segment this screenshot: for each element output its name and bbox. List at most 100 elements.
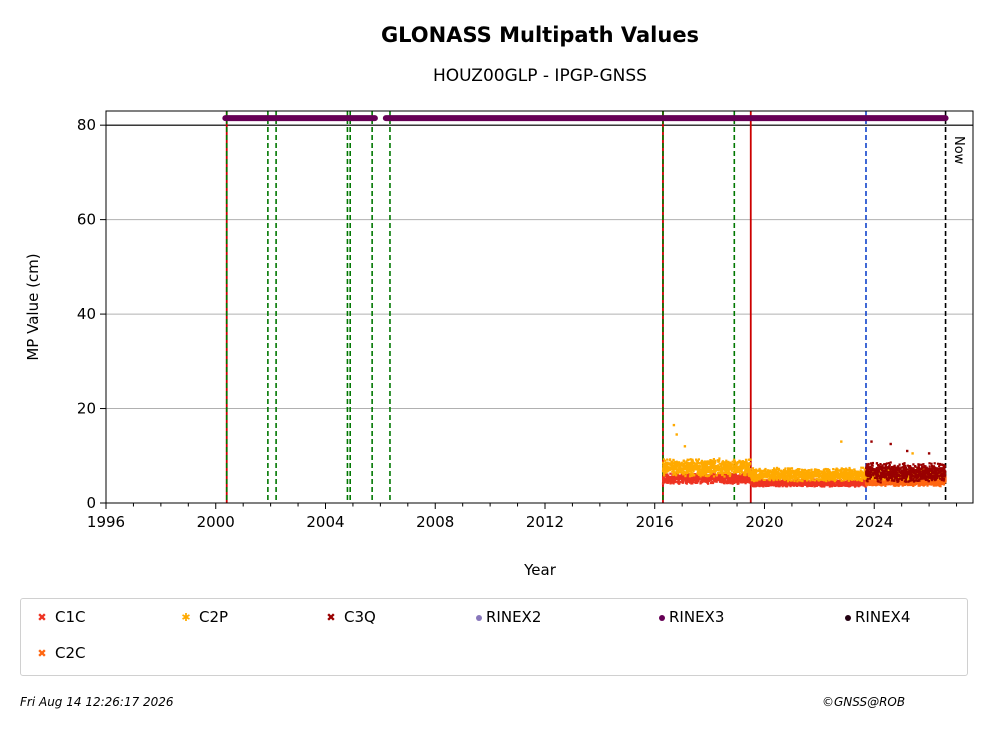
- point-c1c: [731, 480, 734, 484]
- point-c1c: [781, 485, 784, 488]
- point-c2p: [806, 479, 809, 482]
- point-c1c: [819, 485, 822, 488]
- point-c1c: [706, 478, 709, 481]
- point-c2p: [669, 464, 672, 467]
- point-c2c: [873, 478, 876, 481]
- point-c1c: [762, 484, 765, 487]
- point-c1c: [738, 474, 741, 477]
- point-c2p: [728, 465, 731, 468]
- point-c2p: [744, 472, 747, 475]
- point-c2p: [709, 466, 712, 469]
- point-c1c: [812, 483, 815, 487]
- point-c1c: [839, 484, 842, 487]
- chart-figure: GLONASS Multipath Values HOUZ00GLP - IPG…: [24, 23, 974, 579]
- point-c1c: [715, 478, 718, 481]
- point-c2c: [932, 484, 935, 487]
- point-c2p: [687, 463, 690, 466]
- point-c2p: [732, 465, 735, 468]
- point-c2p: [690, 465, 693, 468]
- point-c2c: [872, 480, 875, 483]
- point-c2p: [708, 462, 712, 465]
- point-c2c: [938, 481, 941, 484]
- point-c2p: [755, 479, 759, 482]
- point-c1c: [743, 481, 746, 484]
- point-c2p: [675, 467, 678, 470]
- point-c1c: [859, 480, 862, 484]
- point-c1c: [821, 482, 824, 485]
- point-c2p: [704, 470, 707, 473]
- point-c1c: [713, 477, 716, 481]
- point-c2p: [677, 469, 680, 472]
- point-c2p: [848, 474, 851, 477]
- point-c1c: [696, 474, 699, 477]
- point-c2p: [699, 468, 702, 471]
- point-c1c: [673, 477, 676, 480]
- point-c1c: [823, 480, 826, 483]
- point-c2p: [666, 468, 669, 472]
- point-c2p: [694, 466, 697, 469]
- point-c2p: [732, 471, 735, 474]
- point-c2p: [695, 463, 698, 466]
- point-c2p: [842, 479, 845, 482]
- point-c1c: [669, 472, 672, 475]
- point-c1c: [823, 484, 826, 487]
- point-c1c: [689, 481, 692, 484]
- point-c2c: [888, 481, 891, 484]
- point-c1c: [681, 478, 684, 481]
- point-c2p: [696, 461, 699, 464]
- point-c1c: [666, 479, 669, 482]
- point-c1c: [662, 476, 665, 479]
- point-c1c: [748, 478, 751, 481]
- point-c1c: [709, 479, 712, 482]
- point-c2c: [881, 482, 884, 485]
- point-c1c: [715, 480, 718, 483]
- point-c1c: [719, 474, 722, 477]
- point-c2c: [906, 482, 909, 485]
- point-c2p: [695, 464, 698, 467]
- point-c1c: [843, 483, 846, 486]
- point-c2p: [662, 461, 665, 464]
- point-c1c: [695, 477, 698, 480]
- point-c2c: [944, 477, 947, 480]
- point-c1c: [782, 483, 786, 486]
- point-c1c: [694, 473, 697, 476]
- point-c2p: [728, 471, 731, 474]
- point-c1c: [690, 477, 693, 480]
- point-c1c: [718, 478, 721, 481]
- point-c2p: [677, 461, 681, 464]
- point-c1c: [706, 481, 709, 484]
- point-c2p: [675, 474, 678, 477]
- point-c2p: [748, 464, 751, 467]
- point-c2p: [734, 464, 737, 467]
- point-c1c: [815, 481, 818, 484]
- point-c2p: [671, 463, 674, 466]
- point-c1c: [761, 480, 764, 483]
- point-c1c: [669, 477, 672, 481]
- point-c2p: [712, 475, 716, 478]
- point-c2p: [690, 470, 693, 473]
- point-c2p: [695, 458, 698, 461]
- point-c1c: [745, 475, 748, 478]
- point-c2p: [722, 465, 725, 468]
- point-c1c: [773, 480, 776, 483]
- point-c2p: [734, 461, 737, 464]
- point-c1c: [720, 476, 723, 479]
- point-c2p: [662, 458, 665, 461]
- point-c2c: [892, 483, 895, 486]
- point-c2p: [748, 462, 751, 465]
- point-c1c: [846, 480, 849, 483]
- point-c1c: [753, 485, 756, 488]
- point-c2p: [673, 465, 676, 468]
- point-c2p: [712, 460, 716, 463]
- point-c1c: [679, 481, 682, 484]
- point-c2c: [918, 481, 922, 484]
- point-c1c: [799, 481, 802, 484]
- point-c2p: [687, 466, 690, 469]
- point-c2p: [736, 461, 739, 464]
- point-c1c: [696, 481, 699, 484]
- point-c1c: [731, 482, 734, 485]
- point-c2c: [870, 483, 873, 486]
- point-c2p: [666, 466, 669, 469]
- point-c2c: [912, 484, 915, 487]
- point-c2c: [875, 483, 878, 486]
